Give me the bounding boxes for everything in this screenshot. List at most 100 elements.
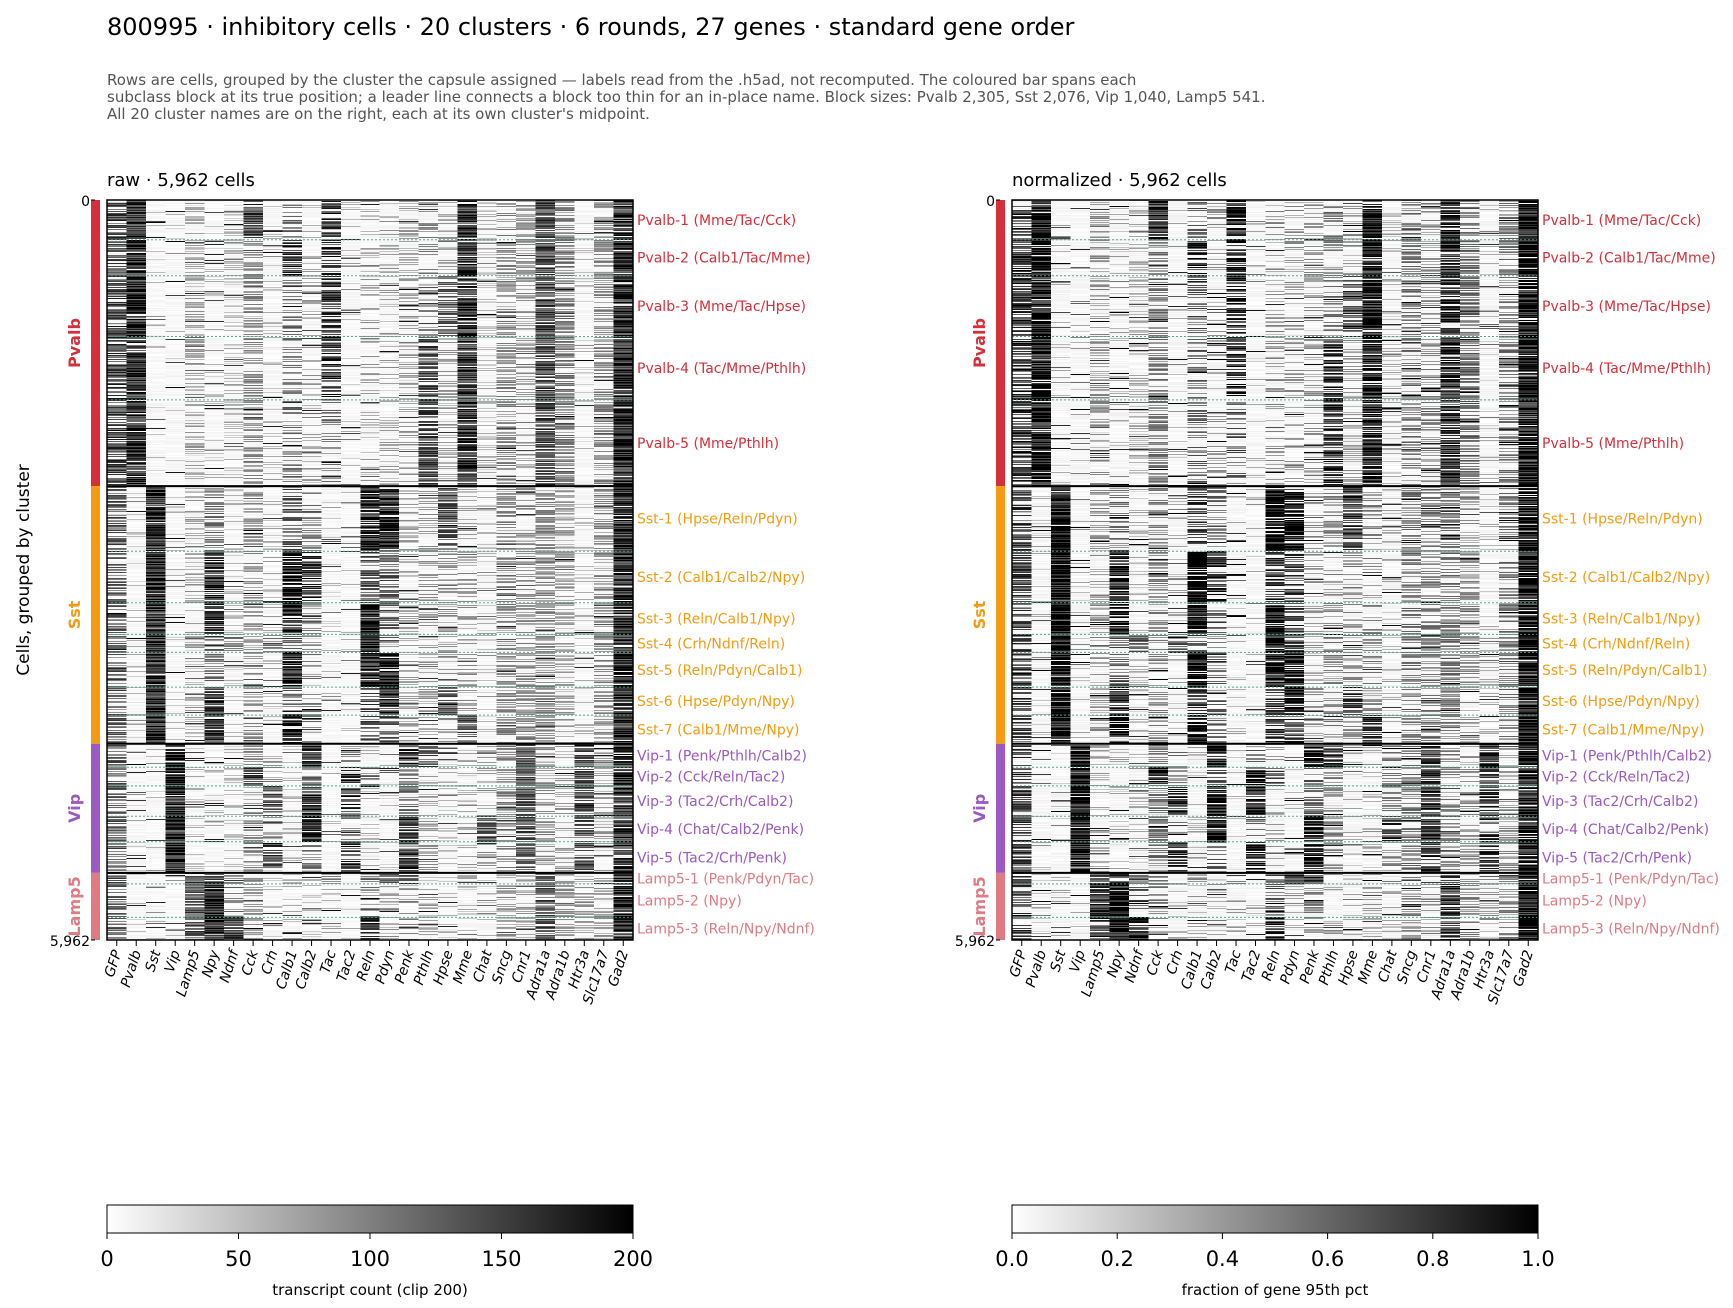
colorbar-tick-label: 0.6 (1311, 1247, 1344, 1271)
cluster-label-vip-4-chat-calb2-penk: Vip-4 (Chat/Calb2/Penk) (1542, 822, 1709, 838)
subclass-bar-lamp5 (996, 872, 1005, 940)
colorbar-tick-label: 50 (225, 1247, 252, 1271)
colorbar-tick-label: 200 (613, 1247, 653, 1271)
cluster-label-pvalb-4-tac-mme-pthlh: Pvalb-4 (Tac/Mme/Pthlh) (1542, 361, 1711, 377)
y-tick-top: 0 (986, 194, 995, 210)
subclass-label-pvalb: Pvalb (970, 318, 989, 368)
gene-label-ndnf: Ndnf (1122, 946, 1148, 984)
colorbar-raw-gradient (106, 1204, 634, 1234)
colorbar-tick-label: 150 (481, 1247, 521, 1271)
cluster-label-vip-3-tac2-crh-calb2: Vip-3 (Tac2/Crh/Calb2) (1542, 794, 1698, 810)
heatmap-panel-raw: raw · 5,962 cells Pvalb Sst Vip Lamp5 0 5,96… (50, 170, 815, 1006)
cluster-label-lamp5-1-penk-pdyn-tac: Lamp5-1 (Penk/Pdyn/Tac) (1542, 871, 1719, 887)
y-ticks-raw: 0 5,962 (50, 194, 95, 950)
gene-label-crh: Crh (1164, 948, 1187, 976)
gene-label-tac: Tac (1222, 948, 1245, 975)
colorbar-normalized-ticks: 0.0 0.2 0.4 0.6 0.8 1.0 (995, 1233, 1555, 1271)
y-tick-bottom: 5,962 (955, 934, 995, 950)
gene-label-sst: Sst (1048, 948, 1070, 974)
subclass-bar-pvalb (91, 200, 100, 487)
y-tick-bottom: 5,962 (50, 934, 90, 950)
colorbar-tick-label: 1.0 (1521, 1247, 1554, 1271)
colorbar-normalized-label: fraction of gene 95th pct (1182, 1281, 1369, 1299)
cluster-label-sst-5-reln-pdyn-calb1: Sst-5 (Reln/Pdyn/Calb1) (637, 663, 802, 679)
gene-labels-raw: GFPPvalbSstVipLamp5NpyNdnfCckCrhCalb1Cal… (102, 940, 632, 1006)
cluster-label-vip-1-penk-pthlh-calb2: Vip-1 (Penk/Pthlh/Calb2) (1542, 748, 1712, 764)
subclass-label-pvalb: Pvalb (65, 318, 84, 368)
subtitle-line-1: Rows are cells, grouped by the cluster t… (107, 71, 1136, 89)
y-axis-label: Cells, grouped by cluster (14, 464, 34, 676)
cluster-label-pvalb-4-tac-mme-pthlh: Pvalb-4 (Tac/Mme/Pthlh) (637, 361, 806, 377)
colorbar-raw-ticks: 0 50 100 150 200 (100, 1233, 653, 1271)
subtitle-line-3: All 20 cluster names are on the right, e… (107, 105, 650, 123)
subclass-bar-normalized: Pvalb Sst Vip Lamp5 (970, 200, 1005, 940)
panel-title-normalized: normalized · 5,962 cells (1012, 170, 1227, 191)
heatmap-panel-normalized: normalized · 5,962 cells PvalbSstVipLamp… (955, 170, 1720, 1006)
heatmap-normalized-overlay (1012, 239, 1538, 918)
cluster-label-pvalb-5-mme-pthlh: Pvalb-5 (Mme/Pthlh) (1542, 436, 1684, 452)
subclass-bar-vip (91, 743, 100, 873)
cluster-label-lamp5-3-reln-npy-ndnf: Lamp5-3 (Reln/Npy/Ndnf) (637, 922, 815, 938)
colorbar-tick-label: 0.0 (995, 1247, 1028, 1271)
y-ticks-normalized: 0 5,962 (955, 194, 1000, 950)
cluster-labels-raw: Pvalb-1 (Mme/Tac/Cck) Pvalb-2 (Calb1/Tac/… (637, 213, 815, 938)
cluster-label-sst-4-crh-ndnf-reln: Sst-4 (Crh/Ndnf/Reln) (637, 636, 785, 652)
heatmap-normalized-cells (1012, 200, 1538, 940)
subtitle-line-2: subclass block at its true position; a l… (107, 88, 1265, 106)
cluster-label-sst-2-calb1-calb2-npy: Sst-2 (Calb1/Calb2/Npy) (637, 570, 805, 586)
cluster-label-lamp5-1-penk-pdyn-tac: Lamp5-1 (Penk/Pdyn/Tac) (637, 871, 814, 887)
colorbar-tick-label: 0.4 (1206, 1247, 1239, 1271)
colorbar-tick-label: 100 (350, 1247, 390, 1271)
subclass-bar-vip (996, 743, 1005, 873)
cluster-label-vip-2-cck-reln-tac2: Vip-2 (Cck/Reln/Tac2) (1542, 770, 1690, 786)
gene-label-cck: Cck (1144, 947, 1167, 977)
gene-label-cck: Cck (239, 947, 262, 977)
gene-label-crh: Crh (259, 948, 282, 976)
y-tick-top: 0 (81, 194, 90, 210)
cluster-label-vip-1-penk-pthlh-calb2: Vip-1 (Penk/Pthlh/Calb2) (637, 748, 807, 764)
cluster-label-vip-3-tac2-crh-calb2: Vip-3 (Tac2/Crh/Calb2) (637, 794, 793, 810)
cluster-label-pvalb-2-calb1-tac-mme: Pvalb-2 (Calb1/Tac/Mme) (637, 251, 811, 267)
cluster-label-vip-4-chat-calb2-penk: Vip-4 (Chat/Calb2/Penk) (637, 822, 804, 838)
figure-title: 800995 · inhibitory cells · 20 clusters … (107, 13, 1075, 41)
cluster-labels-normalized: Pvalb-1 (Mme/Tac/Cck) Pvalb-2 (Calb1/Tac/… (1542, 213, 1720, 938)
cluster-label-pvalb-2-calb1-tac-mme: Pvalb-2 (Calb1/Tac/Mme) (1542, 251, 1716, 267)
gene-labels-normalized: GFPPvalbSstVipLamp5NpyNdnfCckCrhCalb1Cal… (1007, 940, 1537, 1006)
cluster-label-sst-7-calb1-mme-npy: Sst-7 (Calb1/Mme/Npy) (637, 722, 799, 738)
colorbar-tick-label: 0.2 (1100, 1247, 1133, 1271)
subclass-label-sst: Sst (970, 600, 989, 629)
gene-label-vip: Vip (162, 948, 184, 974)
cluster-label-sst-5-reln-pdyn-calb1: Sst-5 (Reln/Pdyn/Calb1) (1542, 663, 1707, 679)
cluster-label-lamp5-2-npy: Lamp5-2 (Npy) (637, 894, 742, 910)
subclass-bar-sst (996, 486, 1005, 744)
cluster-label-vip-5-tac2-crh-penk: Vip-5 (Tac2/Crh/Penk) (637, 850, 787, 866)
subclass-bar-lamp5 (91, 872, 100, 940)
cluster-label-vip-5-tac2-crh-penk: Vip-5 (Tac2/Crh/Penk) (1542, 850, 1692, 866)
cluster-label-sst-3-reln-calb1-npy: Sst-3 (Reln/Calb1/Npy) (637, 612, 796, 628)
colorbar-raw: 0 50 100 150 200 transcript count (clip 200) (100, 1204, 653, 1299)
cluster-label-vip-2-cck-reln-tac2: Vip-2 (Cck/Reln/Tac2) (637, 770, 785, 786)
cluster-label-lamp5-2-npy: Lamp5-2 (Npy) (1542, 894, 1647, 910)
cluster-label-pvalb-1-mme-tac-cck: Pvalb-1 (Mme/Tac/Cck) (1542, 213, 1701, 229)
cluster-label-sst-2-calb1-calb2-npy: Sst-2 (Calb1/Calb2/Npy) (1542, 570, 1710, 586)
cluster-label-pvalb-5-mme-pthlh: Pvalb-5 (Mme/Pthlh) (637, 436, 779, 452)
cluster-label-pvalb-3-mme-tac-hpse: Pvalb-3 (Mme/Tac/Hpse) (637, 299, 806, 315)
cluster-label-pvalb-1-mme-tac-cck: Pvalb-1 (Mme/Tac/Cck) (637, 213, 796, 229)
colorbar-tick-label: 0 (100, 1247, 113, 1271)
colorbar-raw-label: transcript count (clip 200) (272, 1281, 468, 1299)
colorbar-normalized: 0.0 0.2 0.4 0.6 0.8 1.0 fraction of gene 95th… (995, 1204, 1555, 1299)
cluster-label-pvalb-3-mme-tac-hpse: Pvalb-3 (Mme/Tac/Hpse) (1542, 299, 1711, 315)
cluster-label-sst-6-hpse-pdyn-npy: Sst-6 (Hpse/Pdyn/Npy) (1542, 694, 1700, 710)
cluster-label-sst-4-crh-ndnf-reln: Sst-4 (Crh/Ndnf/Reln) (1542, 636, 1690, 652)
subclass-label-lamp5: Lamp5 (970, 876, 989, 936)
cluster-label-lamp5-3-reln-npy-ndnf: Lamp5-3 (Reln/Npy/Ndnf) (1542, 922, 1720, 938)
gene-label-vip: Vip (1067, 948, 1089, 974)
subclass-label-vip: Vip (65, 794, 84, 823)
heatmap-raw-cells (107, 200, 633, 940)
panel-title-raw: raw · 5,962 cells (107, 170, 255, 191)
cluster-label-sst-1-hpse-reln-pdyn: Sst-1 (Hpse/Reln/Pdyn) (1542, 512, 1703, 528)
subclass-label-vip: Vip (970, 794, 989, 823)
subclass-label-sst: Sst (65, 600, 84, 629)
subclass-label-lamp5: Lamp5 (65, 876, 84, 936)
